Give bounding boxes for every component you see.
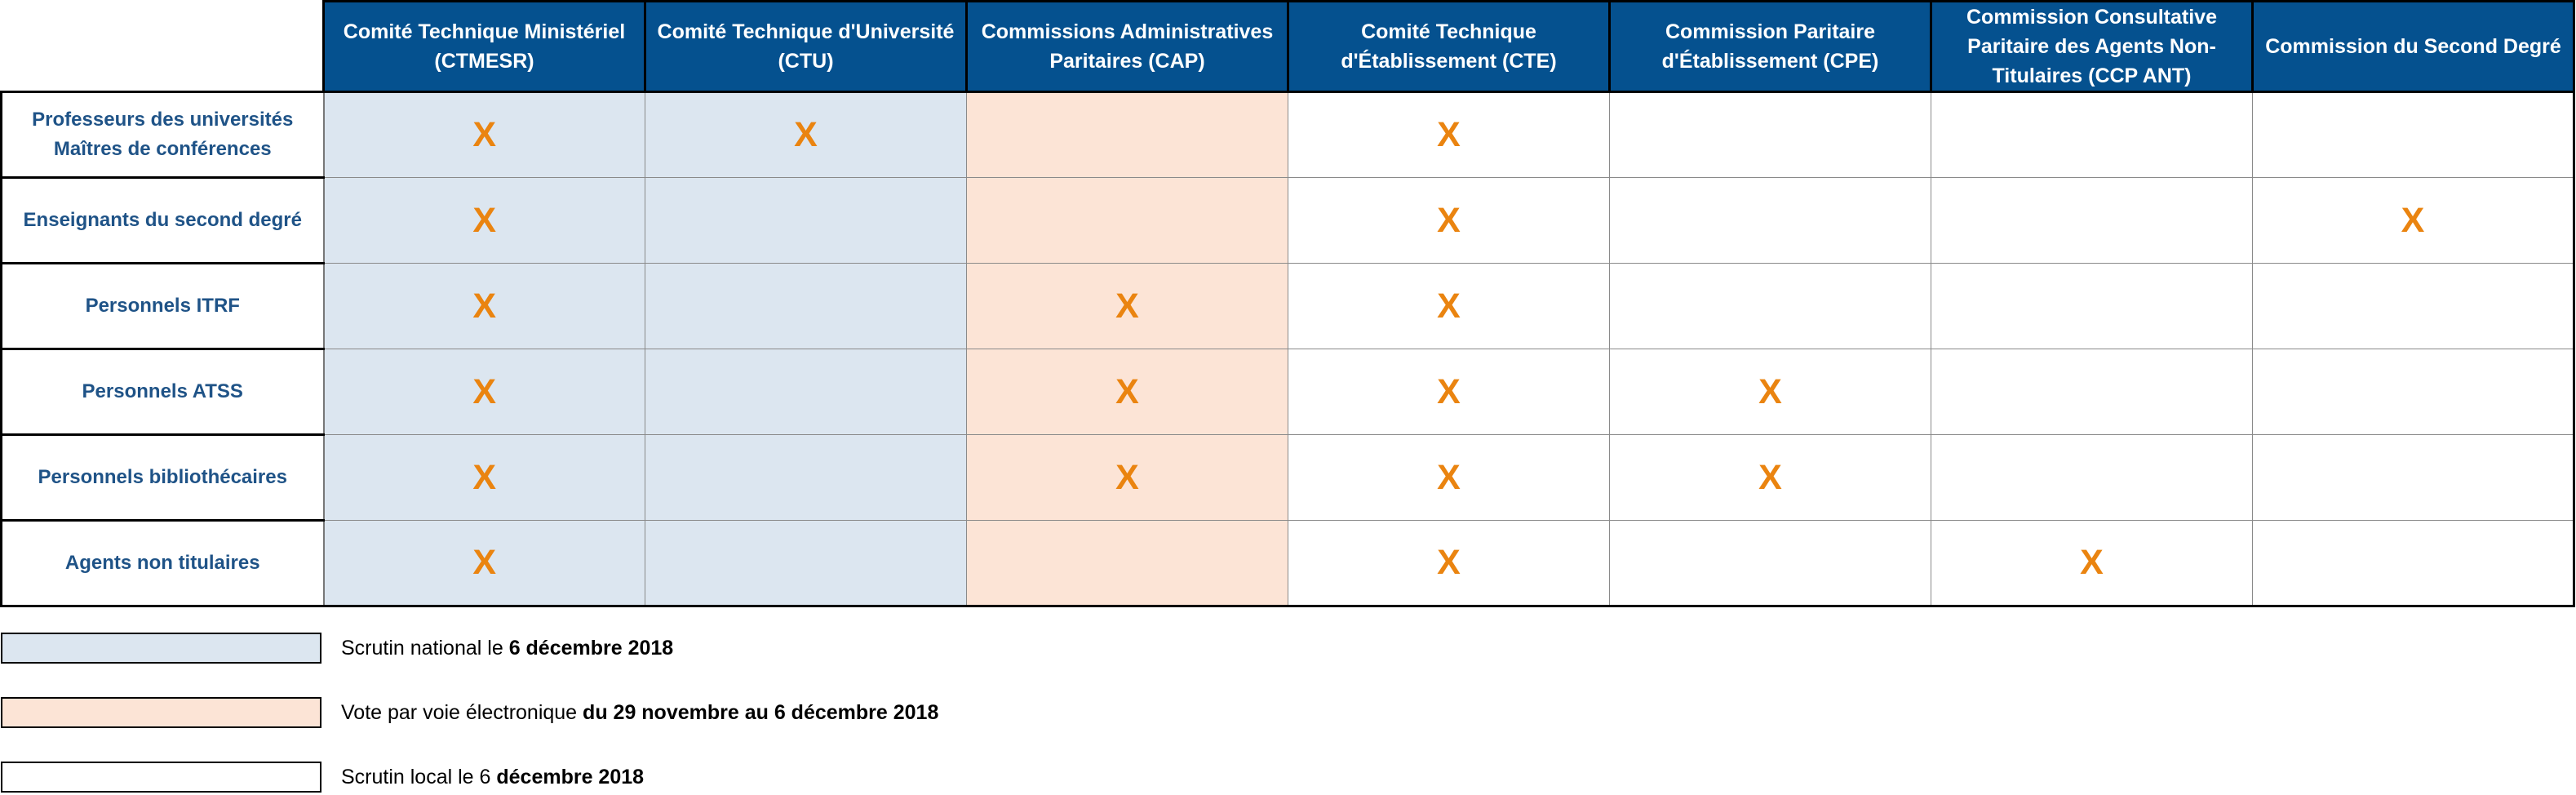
column-header-second-degre: Commission du Second Degré bbox=[2251, 0, 2575, 93]
mark-cell: X bbox=[1288, 91, 1610, 178]
corner-cell bbox=[2, 2, 324, 92]
mark-cell bbox=[1931, 434, 2253, 521]
mark-cell: X bbox=[323, 177, 645, 264]
mark-cell: X bbox=[645, 91, 967, 178]
mark-cell: X bbox=[323, 263, 645, 349]
mark-cell bbox=[1931, 91, 2253, 178]
mark-cell bbox=[1609, 263, 1931, 349]
row-label-line1: Personnels ATSS bbox=[82, 380, 243, 402]
mark-cell: X bbox=[1609, 349, 1931, 435]
row-header: Agents non titulaires bbox=[0, 519, 325, 607]
mark-cell: X bbox=[966, 263, 1288, 349]
table-row: Personnels ATSS X X X X bbox=[0, 348, 2575, 436]
column-header-ccp-ant: Commission Consultative Paritaire des Ag… bbox=[1930, 0, 2254, 93]
mark-cell bbox=[1931, 349, 2253, 435]
mark-cell bbox=[2252, 434, 2575, 521]
row-header: Enseignants du second degré bbox=[0, 176, 325, 264]
column-header-ctu: Comité Technique d'Université (CTU) bbox=[644, 0, 968, 93]
mark-cell bbox=[2252, 349, 2575, 435]
legend-swatch-local bbox=[1, 762, 321, 793]
mark-cell: X bbox=[323, 434, 645, 521]
column-header-cte: Comité Technique d'Établissement (CTE) bbox=[1287, 0, 1611, 93]
table-row: Personnels ITRF X X X bbox=[0, 262, 2575, 350]
mark-cell: X bbox=[2252, 177, 2575, 264]
mark-cell bbox=[966, 177, 1288, 264]
table-row: Professeurs des universités Maîtres de co… bbox=[0, 91, 2575, 179]
row-header: Personnels ATSS bbox=[0, 348, 325, 436]
mark-cell: X bbox=[1288, 520, 1610, 607]
table-row: Enseignants du second degré X X X bbox=[0, 176, 2575, 264]
elections-table: Comité Technique Ministériel (CTMESR) Co… bbox=[0, 0, 2575, 607]
mark-cell bbox=[645, 520, 967, 607]
mark-cell bbox=[1931, 263, 2253, 349]
mark-cell: X bbox=[1288, 434, 1610, 521]
column-header-ctmesr: Comité Technique Ministériel (CTMESR) bbox=[322, 0, 646, 93]
row-label-line1: Personnels ITRF bbox=[85, 295, 240, 317]
mark-cell: X bbox=[323, 349, 645, 435]
column-header-cap: Commissions Administratives Paritaires (… bbox=[965, 0, 1289, 93]
mark-cell bbox=[1931, 177, 2253, 264]
mark-cell bbox=[2252, 263, 2575, 349]
mark-cell bbox=[645, 177, 967, 264]
mark-cell: X bbox=[1931, 520, 2253, 607]
row-label-line2: Maîtres de conférences bbox=[53, 138, 272, 160]
mark-cell bbox=[645, 434, 967, 521]
row-label-line1: Enseignants du second degré bbox=[23, 209, 302, 231]
mark-cell: X bbox=[323, 91, 645, 178]
mark-cell bbox=[1609, 520, 1931, 607]
mark-cell bbox=[645, 349, 967, 435]
legend-swatch-electronic bbox=[1, 697, 321, 728]
mark-cell bbox=[645, 263, 967, 349]
column-header-cpe: Commission Paritaire d'Établissement (CP… bbox=[1608, 0, 1932, 93]
mark-cell bbox=[966, 520, 1288, 607]
table-row: Personnels bibliothécaires X X X X bbox=[0, 433, 2575, 522]
mark-cell: X bbox=[1288, 263, 1610, 349]
mark-cell: X bbox=[1288, 349, 1610, 435]
mark-cell: X bbox=[1609, 434, 1931, 521]
legend-swatch-national bbox=[1, 633, 321, 664]
mark-cell: X bbox=[323, 520, 645, 607]
mark-cell bbox=[966, 91, 1288, 178]
header-row: Comité Technique Ministériel (CTMESR) Co… bbox=[2, 0, 2575, 93]
mark-cell: X bbox=[966, 434, 1288, 521]
row-label-line1: Professeurs des universités bbox=[32, 109, 294, 131]
table-row: Agents non titulaires X X X bbox=[0, 519, 2575, 607]
legend-label-electronic: Vote par voie électronique du 29 novembr… bbox=[341, 701, 939, 724]
legend-label-local: Scrutin local le 6 décembre 2018 bbox=[341, 766, 645, 788]
legend-label-national: Scrutin national le 6 décembre 2018 bbox=[341, 637, 674, 660]
row-header: Personnels bibliothécaires bbox=[0, 433, 325, 522]
mark-cell: X bbox=[966, 349, 1288, 435]
mark-cell bbox=[2252, 520, 2575, 607]
mark-cell bbox=[2252, 91, 2575, 178]
mark-cell bbox=[1609, 177, 1931, 264]
row-header: Professeurs des universités Maîtres de co… bbox=[0, 91, 325, 179]
mark-cell: X bbox=[1288, 177, 1610, 264]
row-label-line1: Agents non titulaires bbox=[64, 552, 260, 574]
row-header: Personnels ITRF bbox=[0, 262, 325, 350]
mark-cell bbox=[1609, 91, 1931, 178]
row-label-line1: Personnels bibliothécaires bbox=[38, 466, 287, 488]
